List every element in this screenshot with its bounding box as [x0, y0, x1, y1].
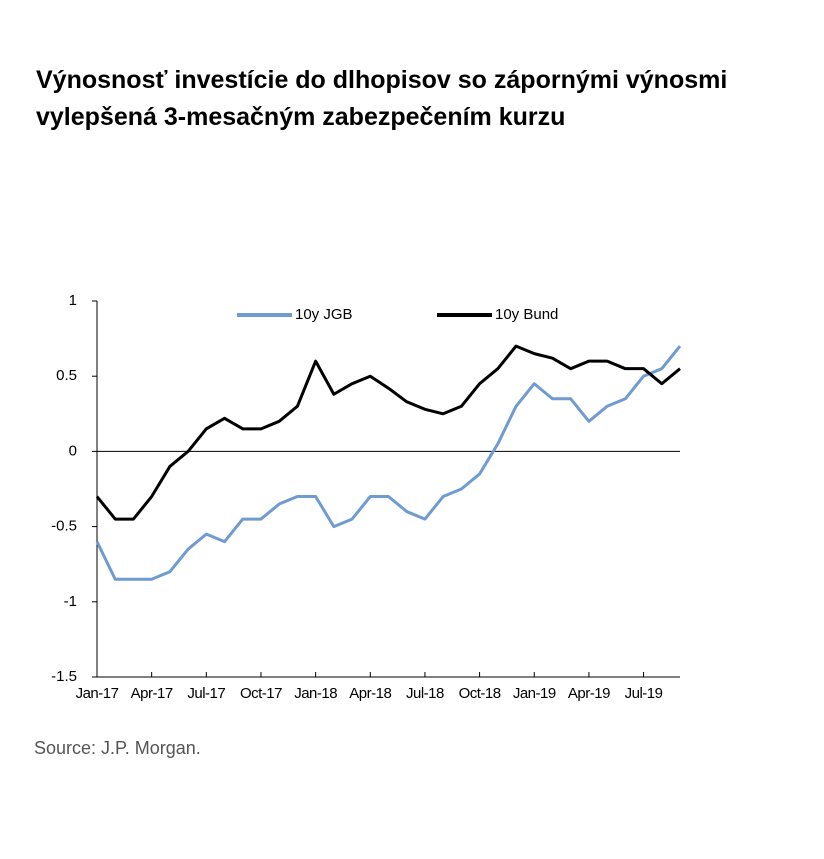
y-tick-label: -1	[64, 593, 77, 610]
source: Source: J.P. Morgan.	[34, 738, 201, 758]
x-tick-label: Apr-18	[349, 685, 391, 702]
y-tick-label: -0.5	[51, 518, 77, 535]
series-line	[95, 344, 681, 521]
x-tick-label: Jul-18	[406, 685, 444, 702]
legend-label: 10y Bund	[495, 306, 558, 323]
legend-label: 10y JGB	[295, 306, 353, 323]
x-tick-label: Jul-17	[187, 685, 225, 702]
x-tick-label: Jan-18	[294, 685, 337, 702]
y-tick-label: 0	[69, 442, 77, 459]
x-tick-label: Oct-18	[459, 685, 501, 702]
chart-title: Výnosnosť investície do dlhopisov so záp…	[36, 66, 728, 131]
x-tick-label: Oct-17	[240, 685, 282, 702]
x-tick-label: Apr-19	[568, 685, 610, 702]
series-line	[95, 345, 682, 581]
y-tick-label: 1	[69, 292, 77, 309]
x-tick-label: Jan-17	[76, 685, 119, 702]
y-tick-label: 0.5	[56, 367, 77, 384]
y-tick-label: -1.5	[51, 668, 77, 685]
x-tick-label: Jan-19	[513, 685, 556, 702]
x-tick-label: Apr-17	[131, 685, 173, 702]
x-tick-label: Jul-19	[625, 685, 663, 702]
